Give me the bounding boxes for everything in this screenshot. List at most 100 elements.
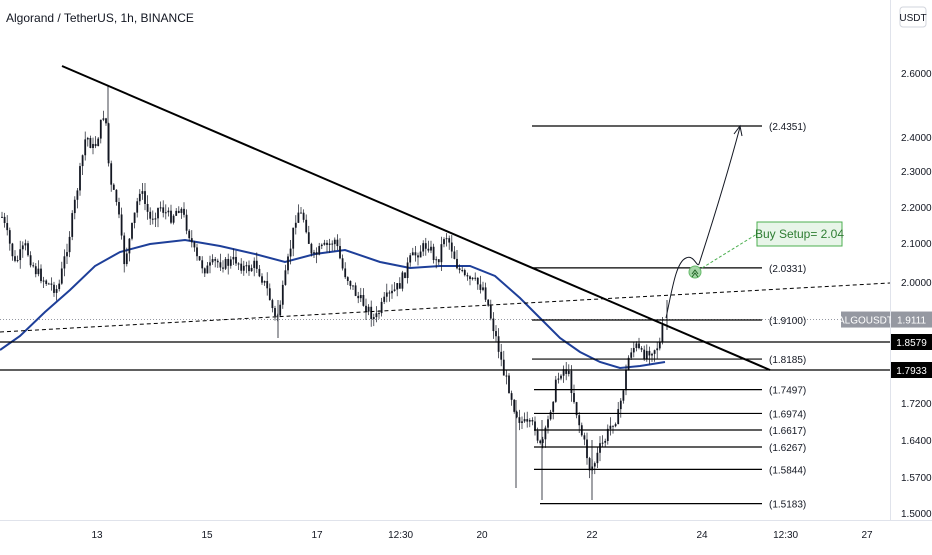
candle-body xyxy=(547,419,549,428)
candle-body xyxy=(411,252,414,256)
candle-body xyxy=(206,265,209,274)
last-price-badge-label: 1.9111 xyxy=(897,316,927,327)
candle-body xyxy=(40,268,42,282)
x-tick-label: 12:30 xyxy=(773,530,798,541)
fib-level-label: (2.4351) xyxy=(769,122,806,133)
candle-body xyxy=(534,421,536,431)
candle-body xyxy=(6,223,9,231)
candle-body xyxy=(388,292,391,294)
candle-body xyxy=(185,214,188,231)
candle-body xyxy=(539,440,542,443)
y-tick-label: 1.5700 xyxy=(901,473,932,484)
candle-body xyxy=(310,243,313,254)
buy-marker-icon xyxy=(688,265,702,279)
candle-body xyxy=(578,415,581,426)
candle-body xyxy=(469,276,471,280)
candle-body xyxy=(201,260,204,269)
x-axis-ticks: 13 15 17 12:30 20 22 24 12:30 27 xyxy=(91,530,873,541)
annotation-group: Buy Setup= 2.04 xyxy=(701,221,844,269)
candle-body xyxy=(614,424,617,427)
candle-body xyxy=(440,244,443,263)
candle-body xyxy=(274,308,276,316)
candle-body xyxy=(656,348,659,351)
candle-body xyxy=(94,143,97,147)
x-tick-label: 20 xyxy=(476,530,488,541)
candle-body xyxy=(16,260,19,262)
candle-body xyxy=(146,203,149,212)
candle-body xyxy=(172,215,175,223)
fib-level-label: (1.8185) xyxy=(769,355,806,366)
candle-body xyxy=(331,243,334,245)
candles-group xyxy=(1,86,668,500)
candle-body xyxy=(427,248,430,251)
candle-body xyxy=(398,283,401,289)
candle-body xyxy=(229,259,232,266)
candle-body xyxy=(354,285,357,296)
candle-body xyxy=(370,306,373,319)
y-tick-label: 2.0000 xyxy=(901,278,932,289)
candle-body xyxy=(279,304,282,316)
candle-body xyxy=(349,280,352,286)
candle-body xyxy=(211,259,214,263)
annotation-text: Buy Setup= 2.04 xyxy=(755,227,844,241)
candle-body xyxy=(292,227,295,249)
price-badges: ALGOUSDT 1.9111 1.8579 1.7933 xyxy=(838,311,932,378)
candle-body xyxy=(599,443,601,453)
candle-body xyxy=(216,260,219,263)
candle-body xyxy=(34,266,37,275)
candle-body xyxy=(658,342,661,349)
candle-body xyxy=(640,348,643,350)
candle-body xyxy=(19,249,22,261)
y-tick-label: 2.4000 xyxy=(901,133,932,144)
candle-body xyxy=(565,369,568,374)
candle-body xyxy=(401,272,404,289)
candle-body xyxy=(71,213,74,237)
fib-level-label: (1.5183) xyxy=(769,500,806,511)
candle-body xyxy=(193,242,196,248)
candle-body xyxy=(97,138,100,147)
y-tick-label: 2.2000 xyxy=(901,203,932,214)
symbol-badge xyxy=(841,311,890,328)
candle-body xyxy=(437,259,440,263)
candle-body xyxy=(365,305,367,312)
candle-body xyxy=(235,256,237,264)
candle-body xyxy=(606,428,609,441)
candle-body xyxy=(107,123,110,164)
candle-body xyxy=(50,283,53,285)
fib-level-label: (1.6617) xyxy=(769,426,806,437)
currency-button[interactable] xyxy=(899,6,927,28)
candle-body xyxy=(21,245,24,250)
candle-body xyxy=(562,369,565,376)
candle-body xyxy=(627,357,630,371)
candle-body xyxy=(596,452,599,464)
plot-area[interactable] xyxy=(0,0,890,520)
candle-body xyxy=(404,272,406,278)
candle-body xyxy=(625,370,627,391)
candle-body xyxy=(430,246,432,251)
candle-body xyxy=(476,277,479,285)
candle-body xyxy=(157,208,159,219)
candle-body xyxy=(453,251,456,259)
candle-body xyxy=(326,242,328,245)
candle-body xyxy=(203,268,206,274)
candle-body xyxy=(456,258,458,269)
candle-body xyxy=(248,265,250,272)
candle-body xyxy=(133,212,136,223)
candle-body xyxy=(638,343,640,349)
candle-body xyxy=(510,393,513,400)
candle-body xyxy=(333,239,336,245)
currency-button-label[interactable]: USDT xyxy=(899,13,926,24)
candle-body xyxy=(544,427,547,440)
candle-body xyxy=(352,285,354,287)
level-badge-label: 1.7933 xyxy=(896,366,927,377)
candle-body xyxy=(651,353,653,356)
candle-body xyxy=(515,411,518,418)
candle-body xyxy=(271,300,274,309)
candle-body xyxy=(612,425,614,427)
chart-title: Algorand / TetherUS, 1h, BINANCE xyxy=(6,11,194,25)
candle-body xyxy=(630,352,633,358)
x-tick-label: 17 xyxy=(311,530,323,541)
descending-trendline xyxy=(61,65,771,371)
